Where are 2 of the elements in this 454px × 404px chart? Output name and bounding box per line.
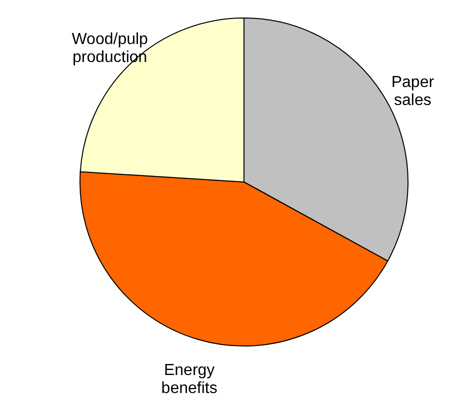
slice-label: Paper sales bbox=[391, 74, 435, 110]
slice-label: Energy benefits bbox=[161, 362, 218, 398]
